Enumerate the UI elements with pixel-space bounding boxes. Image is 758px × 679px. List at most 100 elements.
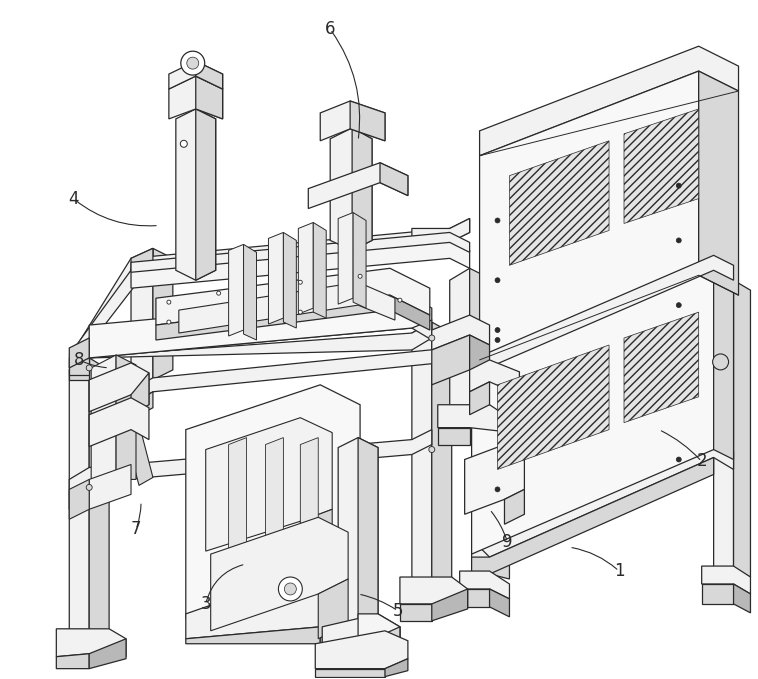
Polygon shape [734,584,750,613]
Polygon shape [505,490,525,524]
Polygon shape [89,295,432,358]
Circle shape [278,577,302,601]
Text: 2: 2 [697,452,707,471]
Polygon shape [300,509,332,571]
Circle shape [676,238,681,243]
Polygon shape [459,589,490,607]
Circle shape [299,280,302,285]
Polygon shape [69,358,89,375]
Polygon shape [315,669,385,676]
Polygon shape [69,249,153,358]
Polygon shape [69,479,89,519]
Text: 5: 5 [393,602,403,620]
Polygon shape [196,61,223,89]
Polygon shape [156,268,430,325]
Polygon shape [390,295,430,330]
Polygon shape [109,362,153,485]
Circle shape [495,337,500,342]
Circle shape [86,484,92,490]
Circle shape [299,310,302,314]
Polygon shape [131,238,470,288]
Polygon shape [350,101,385,141]
Polygon shape [300,437,318,561]
Circle shape [713,354,728,370]
Text: 9: 9 [503,533,512,551]
Polygon shape [69,322,432,358]
Polygon shape [69,358,89,644]
Text: 7: 7 [130,520,141,538]
Polygon shape [400,604,432,621]
Polygon shape [470,382,490,415]
Polygon shape [69,430,432,494]
Circle shape [676,303,681,308]
Polygon shape [465,445,525,514]
Polygon shape [713,265,734,460]
Polygon shape [471,255,734,375]
Polygon shape [471,265,713,554]
Polygon shape [186,567,360,639]
Text: 8: 8 [74,351,84,369]
Polygon shape [459,571,509,599]
Circle shape [186,57,199,69]
Polygon shape [624,109,699,223]
Polygon shape [470,335,490,380]
Text: 1: 1 [614,562,625,580]
Polygon shape [358,614,400,648]
Polygon shape [353,213,366,308]
Circle shape [180,141,187,147]
Polygon shape [470,268,490,415]
Polygon shape [352,128,372,251]
Polygon shape [432,322,452,587]
Polygon shape [497,345,609,469]
Polygon shape [702,566,750,594]
Circle shape [495,218,500,223]
Polygon shape [471,265,734,385]
Polygon shape [412,322,432,591]
Polygon shape [179,282,395,333]
Polygon shape [470,360,519,394]
Polygon shape [131,373,149,415]
Polygon shape [69,262,153,355]
Polygon shape [283,232,296,328]
Polygon shape [490,360,509,579]
Circle shape [429,447,435,452]
Polygon shape [69,482,89,509]
Polygon shape [265,437,283,561]
Polygon shape [169,61,223,89]
Polygon shape [89,398,149,447]
Polygon shape [318,579,348,639]
Polygon shape [69,338,89,368]
Polygon shape [131,249,153,270]
Polygon shape [471,280,713,390]
Polygon shape [205,418,332,551]
Polygon shape [471,439,734,557]
Polygon shape [734,280,750,577]
Polygon shape [176,109,216,280]
Circle shape [167,320,171,324]
Polygon shape [229,437,246,561]
Polygon shape [322,614,400,659]
Circle shape [217,291,221,295]
Polygon shape [320,101,385,141]
Polygon shape [480,46,738,155]
Polygon shape [699,71,738,295]
Polygon shape [131,219,470,262]
Polygon shape [131,338,470,405]
Polygon shape [196,109,216,280]
Circle shape [86,365,92,371]
Polygon shape [309,163,408,208]
Polygon shape [131,392,153,420]
Polygon shape [156,295,390,340]
Circle shape [676,457,681,462]
Polygon shape [69,358,89,380]
Circle shape [358,274,362,278]
Polygon shape [131,249,153,392]
Polygon shape [385,659,408,676]
Circle shape [676,183,681,188]
Polygon shape [400,577,468,607]
Polygon shape [229,244,243,336]
Polygon shape [702,584,734,604]
Polygon shape [313,223,326,318]
Polygon shape [169,76,223,119]
Circle shape [181,51,205,75]
